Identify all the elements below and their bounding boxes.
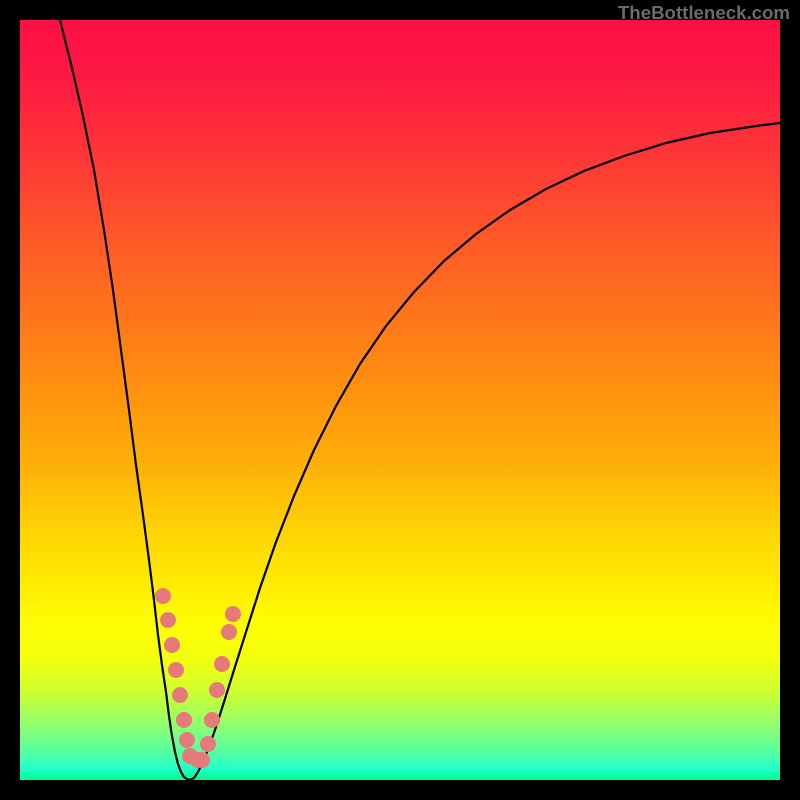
plot-area [20,20,780,780]
background-gradient [20,20,780,780]
outer-frame: TheBottleneck.com [0,0,800,800]
watermark-text: TheBottleneck.com [618,2,790,24]
